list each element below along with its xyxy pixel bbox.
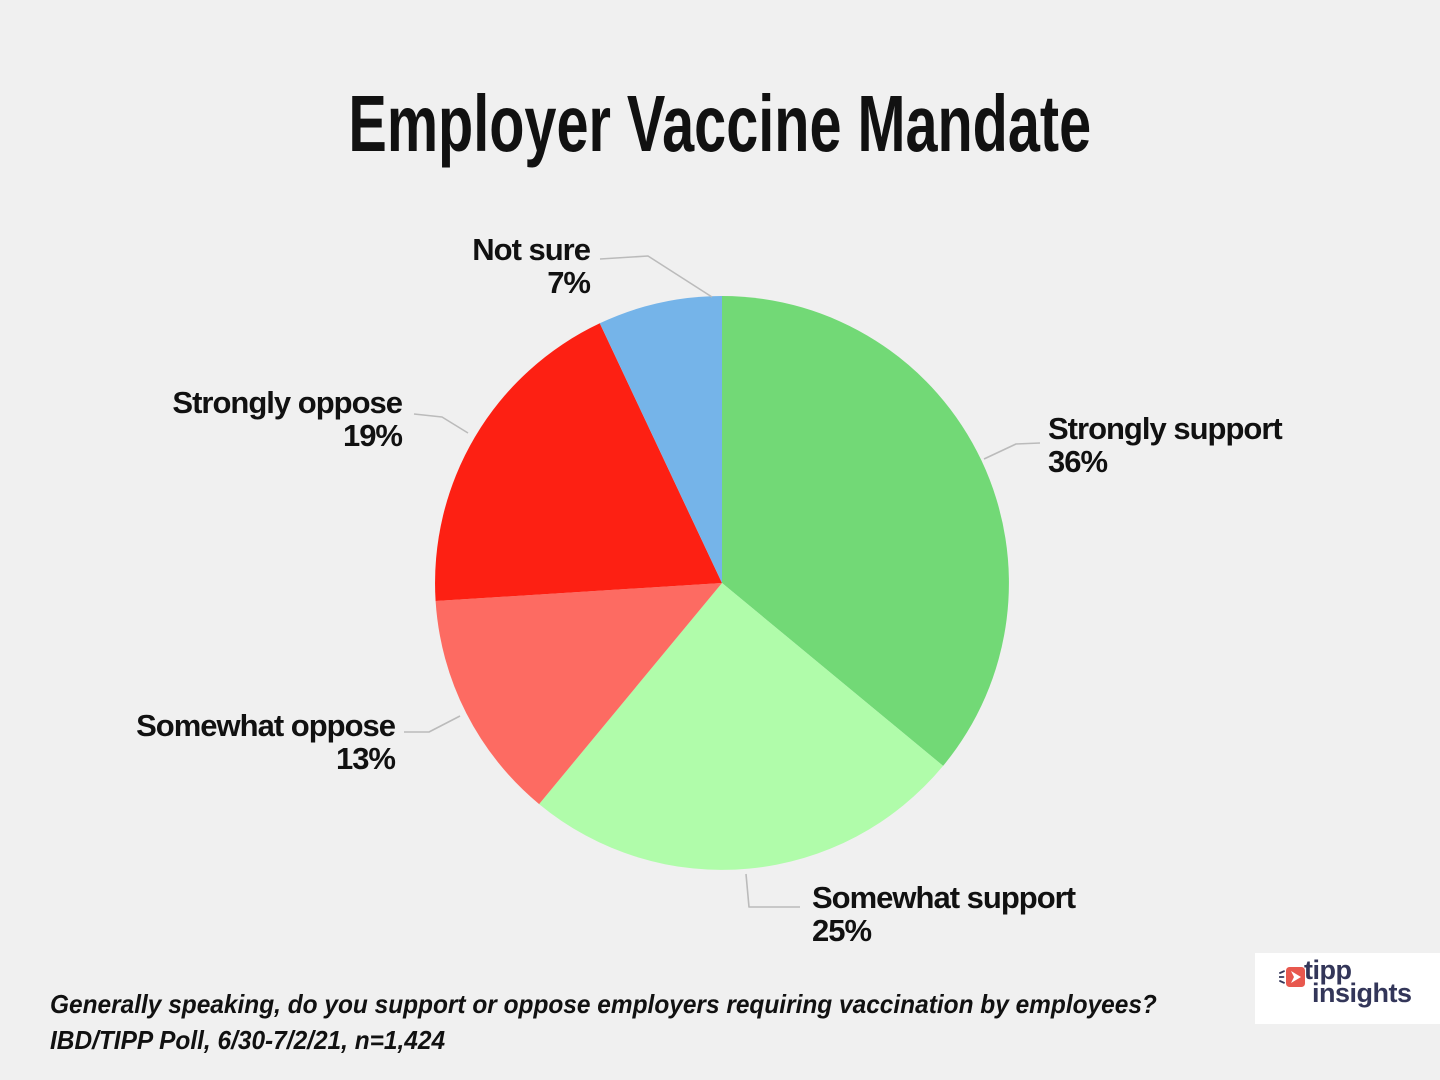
leader-line-strongly-oppose [413, 413, 469, 434]
footer: Generally speaking, do you support or op… [50, 986, 1157, 1058]
label-strongly-support: Strongly support 36% [1048, 411, 1283, 479]
footer-source: IBD/TIPP Poll, 6/30-7/2/21, n=1,424 [50, 1025, 446, 1055]
leader-line-somewhat-support [745, 873, 800, 908]
label-not-sure: Not sure 7% [472, 232, 591, 300]
label-somewhat-support-value: 25% [812, 913, 872, 948]
tipp-insights-logo-text: tipp insights [1304, 957, 1412, 1008]
label-not-sure-value: 7% [547, 265, 591, 300]
logo-word-tipp: tipp [1304, 955, 1352, 985]
label-somewhat-support-text: Somewhat support [812, 880, 1076, 915]
label-strongly-oppose: Strongly oppose 19% [172, 385, 403, 453]
pie-slice-not-sure [599, 296, 722, 583]
chart-title-text: Employer Vaccine Mandate [348, 79, 1092, 168]
label-strongly-oppose-text: Strongly oppose [172, 385, 403, 420]
logo-arrow-icon [1291, 971, 1301, 983]
label-somewhat-oppose: Somewhat oppose 13% [136, 708, 396, 776]
label-strongly-support-value: 36% [1048, 444, 1108, 479]
pie-slices [435, 296, 1009, 870]
footer-question: Generally speaking, do you support or op… [50, 989, 1157, 1019]
label-strongly-support-text: Strongly support [1048, 411, 1283, 446]
pie-slice-strongly-support [722, 296, 1009, 766]
tipp-insights-logo-icon [1279, 967, 1305, 987]
chart-title: Employer Vaccine Mandate [0, 84, 1440, 164]
label-somewhat-support: Somewhat support 25% [812, 880, 1076, 948]
tipp-insights-logo: tipp insights [1255, 953, 1440, 1024]
label-not-sure-text: Not sure [472, 232, 591, 267]
leader-line-not-sure [599, 255, 713, 298]
pie-slice-somewhat-support [539, 583, 944, 870]
label-somewhat-oppose-text: Somewhat oppose [136, 708, 396, 743]
label-somewhat-oppose-value: 13% [335, 741, 396, 776]
label-strongly-oppose-value: 19% [342, 418, 403, 453]
leader-line-somewhat-oppose [404, 715, 461, 733]
pie-slice-somewhat-oppose [435, 583, 722, 805]
pie-slice-strongly-oppose [435, 323, 722, 601]
logo-word-insights: insights [1312, 978, 1412, 1008]
leader-line-strongly-support [983, 442, 1041, 460]
